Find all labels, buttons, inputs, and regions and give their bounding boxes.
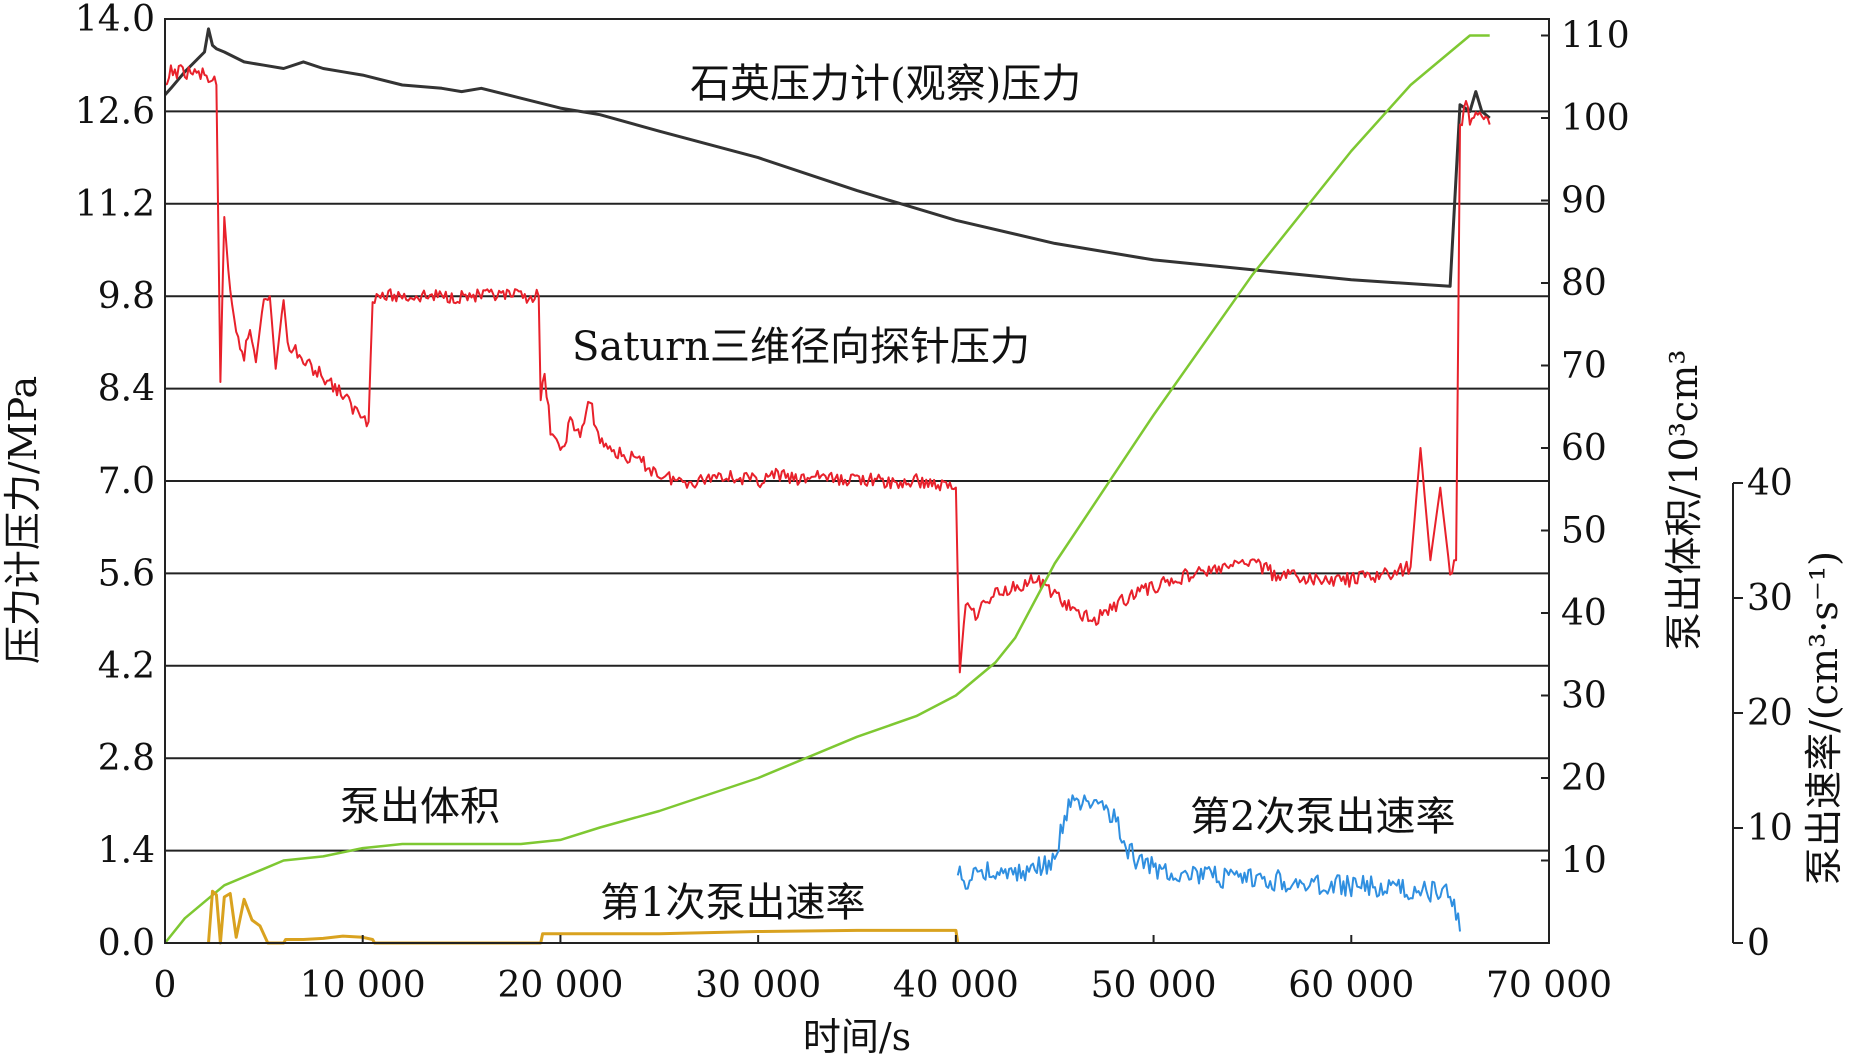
y-left-tick-labels: 0.0 1.4 2.8 4.2 5.6 7.0 8.4 9.8 11.2 12.6 14.0 bbox=[75, 0, 155, 964]
y-right1-tick-label: 30 bbox=[1561, 676, 1607, 717]
y-right1-tick-label: 10 bbox=[1561, 841, 1607, 882]
x-tick-label: 30 000 bbox=[695, 965, 821, 1006]
y-left-tick-label: 14.0 bbox=[75, 0, 155, 40]
y-left-tick-label: 2.8 bbox=[98, 738, 155, 779]
y-left-tick-label: 11.2 bbox=[75, 184, 155, 225]
series-layer bbox=[163, 27, 1491, 945]
series-line bbox=[164, 64, 1491, 674]
x-tick-label: 70 000 bbox=[1486, 965, 1612, 1006]
y-right1-axis-title: 泵出体积/10³cm³ bbox=[1662, 350, 1706, 651]
y-right2-tick-label: 30 bbox=[1747, 578, 1793, 619]
y-right1-tick-label: 50 bbox=[1561, 511, 1607, 552]
x-tick-label: 0 bbox=[154, 965, 177, 1006]
series-line bbox=[956, 794, 1461, 932]
y-right1-tick-label: 110 bbox=[1561, 16, 1630, 57]
y-right2-axis: 0 10 20 30 40 bbox=[1732, 463, 1793, 964]
y-left-tick-label: 1.4 bbox=[98, 831, 155, 872]
y-right1-tick-labels: 10 20 30 40 50 60 70 80 90 100 110 bbox=[1541, 16, 1630, 882]
annotation-rate-2: 第2次泵出速率 bbox=[1190, 794, 1455, 840]
y-right1-tick-label: 20 bbox=[1561, 758, 1607, 799]
y-right1-tick-label: 90 bbox=[1561, 181, 1607, 222]
y-left-tick-label: 12.6 bbox=[75, 91, 155, 132]
y-right1-tick-label: 80 bbox=[1561, 263, 1607, 304]
y-right1-tick-label: 100 bbox=[1561, 98, 1630, 139]
x-tick-label: 60 000 bbox=[1288, 965, 1414, 1006]
y-left-tick-label: 7.0 bbox=[98, 461, 155, 502]
x-tick-label: 20 000 bbox=[497, 965, 623, 1006]
annotation-quartz-pressure: 石英压力计(观察)压力 bbox=[690, 61, 1081, 107]
x-axis-title: 时间/s bbox=[803, 1015, 911, 1058]
y-left-tick-label: 4.2 bbox=[98, 646, 155, 687]
x-tick-label: 40 000 bbox=[893, 965, 1019, 1006]
annotation-rate-1: 第1次泵出速率 bbox=[600, 880, 865, 926]
x-tick-labels: 0 10 000 20 000 30 000 40 000 50 000 60 000 70 … bbox=[154, 935, 1612, 1006]
x-tick-label: 50 000 bbox=[1091, 965, 1217, 1006]
y-right2-tick-label: 10 bbox=[1747, 808, 1793, 849]
plot-frame bbox=[164, 18, 1550, 944]
x-tick-label: 10 000 bbox=[300, 965, 426, 1006]
y-left-tick-label: 0.0 bbox=[98, 923, 155, 964]
annotation-saturn-pressure: Saturn三维径向探针压力 bbox=[572, 324, 1030, 370]
series-line bbox=[207, 889, 960, 945]
y-left-tick-label: 8.4 bbox=[98, 369, 155, 410]
y-right2-tick-label: 40 bbox=[1747, 463, 1793, 504]
y-right1-tick-label: 40 bbox=[1561, 593, 1607, 634]
horizontal-gridlines bbox=[165, 110, 1549, 852]
annotation-pump-volume: 泵出体积 bbox=[340, 784, 500, 830]
y-right2-tick-label: 0 bbox=[1747, 923, 1770, 964]
y-left-tick-label: 9.8 bbox=[98, 276, 155, 317]
y-right1-tick-label: 60 bbox=[1561, 428, 1607, 469]
y-right1-tick-label: 70 bbox=[1561, 346, 1607, 387]
y-left-axis-title: 压力计压力/MPa bbox=[1, 376, 45, 664]
y-right2-axis-title: 泵出速率/(cm³·s⁻¹) bbox=[1802, 551, 1846, 885]
y-right2-tick-label: 20 bbox=[1747, 693, 1793, 734]
series-line bbox=[163, 27, 1491, 288]
series-line bbox=[164, 34, 1490, 944]
y-left-tick-label: 5.6 bbox=[98, 553, 155, 594]
